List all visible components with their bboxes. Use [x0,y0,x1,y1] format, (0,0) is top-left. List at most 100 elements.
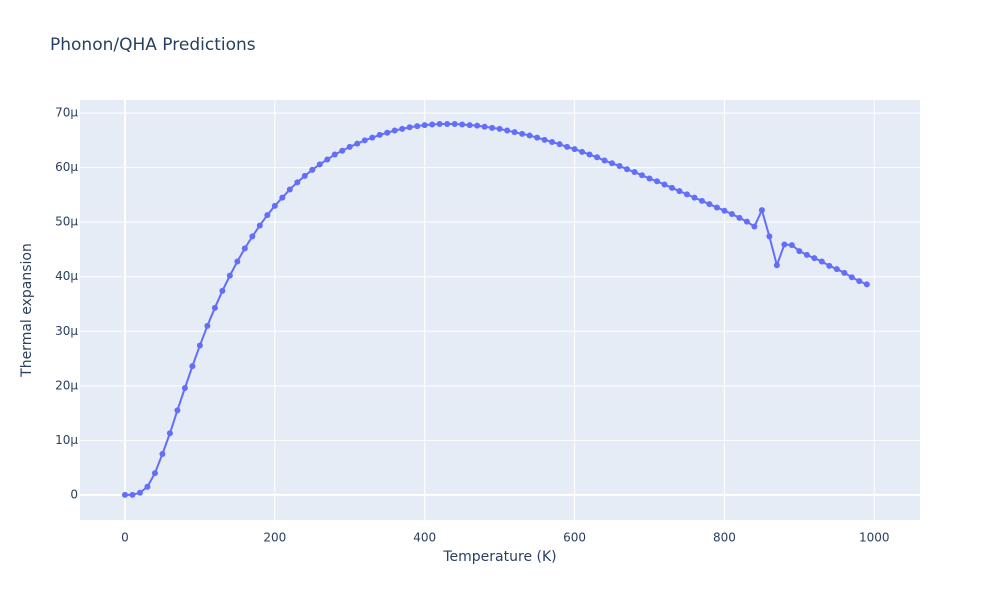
y-tick-label: 40µ [55,269,78,283]
x-tick-label: 1000 [859,531,890,545]
data-point [474,122,481,129]
x-tick-label: 400 [413,531,436,545]
data-point [466,122,473,129]
data-point [219,287,226,294]
data-point [399,125,406,132]
data-point [286,186,293,193]
data-point [369,134,376,141]
data-point [264,212,271,219]
data-point [653,178,660,185]
data-point [421,122,428,129]
data-point [301,172,308,179]
y-tick-label: 0 [70,487,78,501]
data-point [638,172,645,179]
data-point [751,223,758,230]
data-point [736,214,743,221]
data-point [279,194,286,201]
y-tick-label: 70µ [55,106,78,120]
data-point [376,131,383,138]
data-point [294,179,301,186]
data-point [496,125,503,132]
data-point [166,430,173,437]
data-point [728,211,735,217]
data-point [579,148,586,155]
data-point [339,147,346,154]
data-point [848,274,855,281]
data-point [324,156,331,163]
data-point [781,241,788,248]
data-point [564,143,571,150]
chart-title: Phonon/QHA Predictions [50,35,256,55]
data-point [541,136,548,143]
data-point [526,132,533,139]
data-point [706,201,713,208]
y-tick-label: 30µ [55,324,78,338]
data-point [833,266,840,273]
data-point [743,218,750,225]
data-point [271,202,278,209]
data-point [609,160,616,167]
data-point [204,322,211,329]
data-point [489,124,496,131]
data-point [511,129,518,136]
data-point [668,184,675,191]
data-point [144,483,151,490]
data-point [773,262,780,269]
y-tick-label: 50µ [55,215,78,229]
data-point [414,123,421,130]
data-point [803,251,810,258]
data-point [534,134,541,141]
data-point [556,141,563,148]
data-point [683,191,690,198]
data-point [841,269,848,276]
data-point [136,489,143,496]
data-point [181,385,188,391]
y-tick-label: 60µ [55,160,78,174]
data-point [481,123,488,130]
data-point [249,233,256,240]
x-axis-title: Temperature (K) [442,549,556,565]
data-point [788,242,795,249]
data-point [256,222,263,229]
data-point [676,188,683,195]
data-point [429,121,436,128]
data-line [124,123,868,496]
data-point [189,363,196,370]
data-point [436,121,443,127]
data-point [601,157,608,164]
data-point [151,470,158,477]
data-point [549,139,556,145]
data-point [354,140,361,147]
data-point [698,197,705,204]
data-point [766,233,773,240]
data-point [309,166,316,173]
data-point [384,129,391,136]
data-point [316,161,323,168]
x-tick-label: 600 [563,531,586,545]
x-tick-label: 200 [263,531,286,545]
data-point [226,272,233,279]
x-tick-label: 800 [713,531,736,545]
y-axis-title: Thermal expansion [19,243,35,378]
data-point [826,262,833,269]
data-point [211,304,218,311]
plot-area [80,100,920,520]
data-point [234,258,241,265]
data-point [129,491,136,498]
data-point [331,151,338,158]
y-tick-label: 10µ [55,433,78,447]
data-point [796,248,803,255]
data-point [504,127,511,134]
data-point [406,124,413,131]
data-point [451,121,458,127]
data-point [121,491,128,498]
data-point [818,258,825,265]
data-point [721,207,728,214]
data-point [646,175,653,182]
data-point [811,255,818,262]
data-point [594,154,601,161]
data-point [174,407,181,414]
data-point [631,169,638,175]
data-point [459,121,466,128]
